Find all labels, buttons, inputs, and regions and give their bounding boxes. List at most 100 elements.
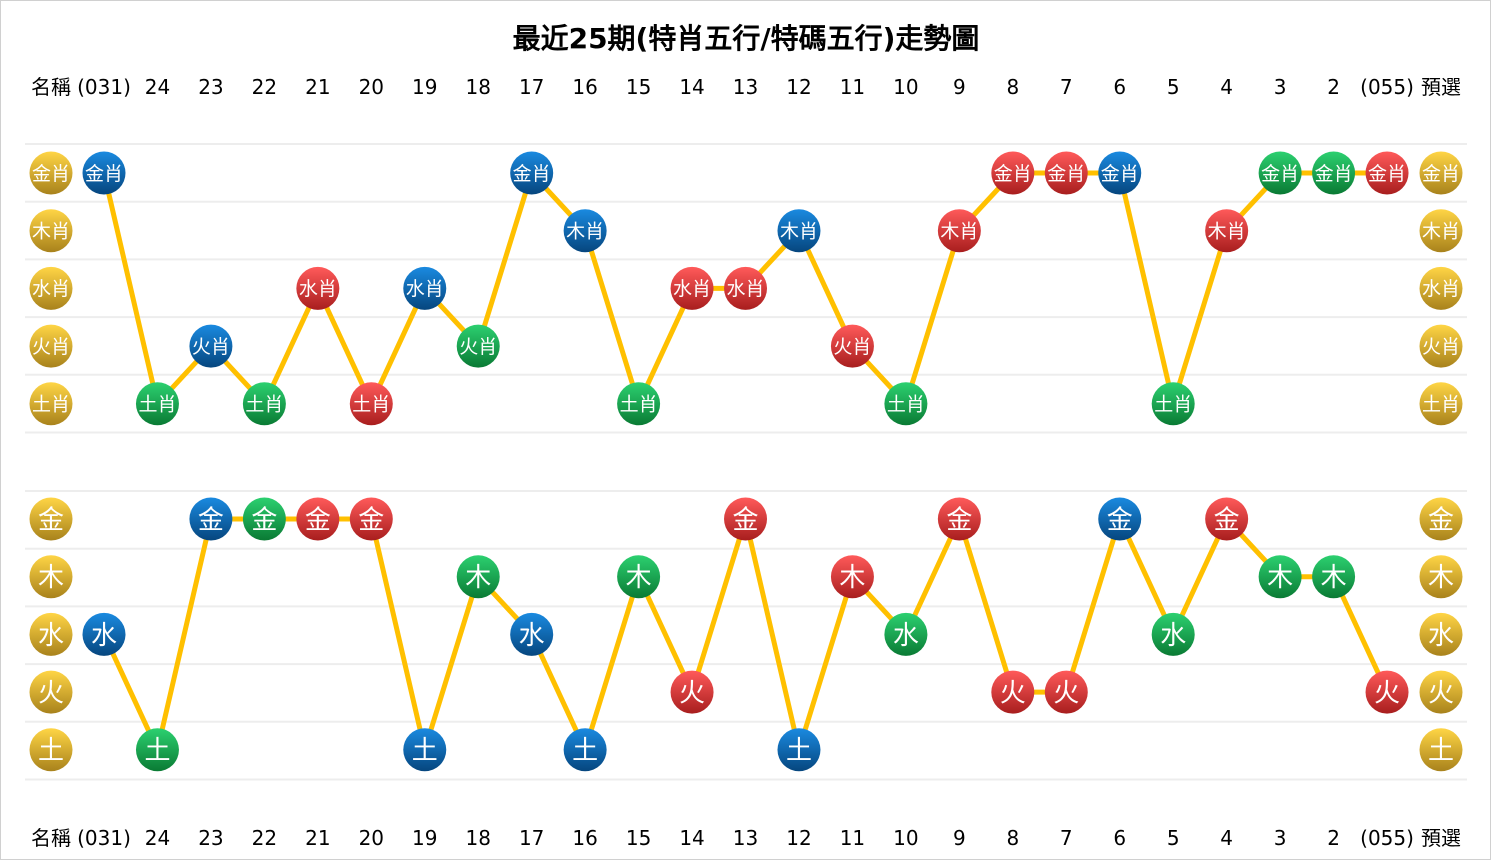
- data-point: [1205, 497, 1249, 541]
- column-label: 23: [198, 75, 223, 99]
- row-label-ball: [1419, 209, 1463, 253]
- column-label: 13: [733, 75, 758, 99]
- data-point-label: 水肖: [673, 278, 711, 300]
- row-label-ball-label: 木: [1428, 563, 1454, 593]
- data-point-label: 火肖: [192, 336, 230, 358]
- data-point: [510, 612, 554, 656]
- row-label-ball-label: 土肖: [1422, 394, 1460, 416]
- data-point: [510, 151, 554, 195]
- data-point-label: 金肖: [1047, 163, 1085, 185]
- data-point-label: 水肖: [299, 278, 337, 300]
- row-label-ball: [1419, 670, 1463, 714]
- column-label: 22: [252, 826, 277, 850]
- column-label: 5: [1167, 826, 1180, 850]
- column-label: 17: [519, 826, 544, 850]
- header-right-label: 預選: [1421, 826, 1461, 850]
- column-label: (031): [77, 826, 131, 850]
- data-point-label: 水: [893, 621, 919, 651]
- data-point: [1365, 151, 1409, 195]
- data-point-label: 土肖: [620, 394, 658, 416]
- column-label: 2: [1327, 826, 1340, 850]
- data-point: [1365, 670, 1409, 714]
- row-label-ball-label: 木: [38, 563, 64, 593]
- data-point: [456, 324, 500, 368]
- data-point: [349, 497, 393, 541]
- row-label-ball-label: 水: [38, 621, 64, 651]
- row-label-ball: [1419, 555, 1463, 599]
- data-point: [937, 209, 981, 253]
- row-label-ball: [29, 728, 73, 772]
- data-point-label: 木肖: [940, 221, 978, 243]
- column-label: 4: [1220, 826, 1233, 850]
- column-label: (055): [1360, 75, 1414, 99]
- data-point: [937, 497, 981, 541]
- column-label: 13: [733, 826, 758, 850]
- data-point-label: 金肖: [513, 163, 551, 185]
- row-label-ball-label: 土肖: [32, 394, 70, 416]
- data-point-label: 火: [1053, 678, 1079, 708]
- data-point: [563, 209, 607, 253]
- column-label: 19: [412, 826, 437, 850]
- row-label-ball-label: 木肖: [32, 221, 70, 243]
- row-label-ball: [1419, 151, 1463, 195]
- row-label-ball: [1419, 266, 1463, 310]
- row-label-ball: [1419, 612, 1463, 656]
- row-label-ball: [1419, 497, 1463, 541]
- row-label-ball: [1419, 382, 1463, 426]
- data-point: [242, 382, 286, 426]
- column-label: 2: [1327, 75, 1340, 99]
- row-label-ball-label: 土: [1428, 736, 1454, 766]
- data-point: [296, 266, 340, 310]
- row-label-ball-label: 金肖: [32, 163, 70, 185]
- data-point: [1098, 151, 1142, 195]
- data-point: [189, 497, 233, 541]
- row-label-ball: [29, 266, 73, 310]
- data-point-label: 火肖: [833, 336, 871, 358]
- data-point-label: 金: [251, 505, 277, 535]
- column-label: 14: [679, 826, 704, 850]
- column-label: 19: [412, 75, 437, 99]
- data-point-label: 金肖: [994, 163, 1032, 185]
- data-point: [403, 728, 447, 772]
- column-label: 24: [145, 75, 170, 99]
- row-label-ball: [1419, 324, 1463, 368]
- data-point-label: 金肖: [1368, 163, 1406, 185]
- data-point: [135, 382, 179, 426]
- data-point-label: 土: [144, 736, 170, 766]
- row-label-ball-label: 火肖: [32, 336, 70, 358]
- column-label: 17: [519, 75, 544, 99]
- data-point-label: 土肖: [1154, 394, 1192, 416]
- row-label-ball-label: 金: [1428, 505, 1454, 535]
- data-point: [1312, 555, 1356, 599]
- data-point-label: 金: [358, 505, 384, 535]
- column-label: 5: [1167, 75, 1180, 99]
- data-point-label: 土: [572, 736, 598, 766]
- data-point: [884, 382, 928, 426]
- data-point-label: 木肖: [566, 221, 604, 243]
- data-point-label: 火: [1374, 678, 1400, 708]
- column-label: (031): [77, 75, 131, 99]
- data-point: [777, 209, 821, 253]
- data-point-label: 金: [1214, 505, 1240, 535]
- data-point-label: 土肖: [138, 394, 176, 416]
- column-label: 20: [359, 75, 384, 99]
- data-point-label: 水肖: [727, 278, 765, 300]
- data-point-label: 木: [1321, 563, 1347, 593]
- data-point: [1044, 670, 1088, 714]
- row-label-ball: [29, 555, 73, 599]
- data-point: [1098, 497, 1142, 541]
- data-point: [296, 497, 340, 541]
- row-label-ball-label: 土: [38, 736, 64, 766]
- column-label: 18: [465, 826, 490, 850]
- column-label: 6: [1113, 826, 1126, 850]
- column-label: 15: [626, 75, 651, 99]
- column-label: 16: [572, 826, 597, 850]
- data-point-label: 土: [412, 736, 438, 766]
- data-point: [724, 497, 768, 541]
- column-label: 8: [1006, 826, 1019, 850]
- data-point-label: 火肖: [459, 336, 497, 358]
- column-label: 9: [953, 75, 966, 99]
- data-point: [991, 151, 1035, 195]
- column-label: 12: [786, 75, 811, 99]
